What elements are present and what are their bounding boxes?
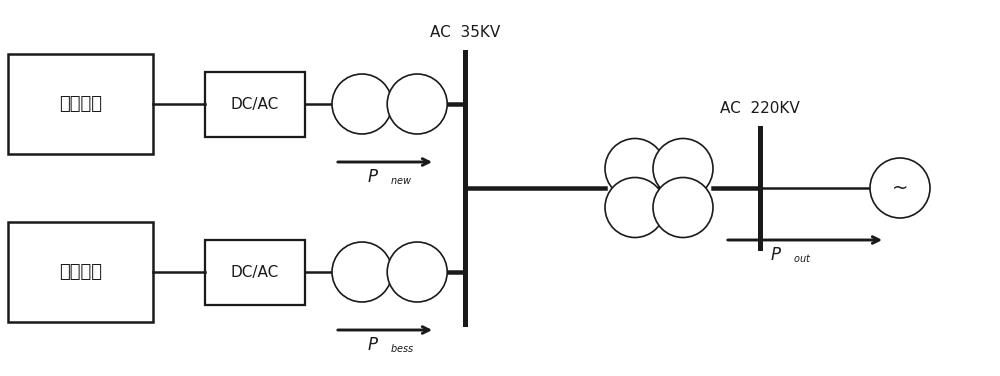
Text: 储能电站: 储能电站 — [59, 263, 102, 281]
Circle shape — [870, 158, 930, 218]
Circle shape — [605, 138, 665, 199]
Bar — [205, 71, 305, 136]
Text: AC  35KV: AC 35KV — [430, 25, 500, 40]
Text: 光伏电站: 光伏电站 — [59, 95, 102, 113]
Bar — [205, 240, 305, 305]
Circle shape — [387, 74, 447, 134]
Text: $_{bess}$: $_{bess}$ — [390, 341, 414, 355]
Bar — [8, 54, 153, 154]
Circle shape — [605, 177, 665, 238]
Text: ~: ~ — [892, 179, 908, 197]
Circle shape — [332, 242, 392, 302]
Text: $P$: $P$ — [367, 168, 379, 186]
Text: $P$: $P$ — [367, 336, 379, 354]
Circle shape — [653, 138, 713, 199]
Text: $_{out}$: $_{out}$ — [793, 251, 811, 265]
Circle shape — [332, 74, 392, 134]
Text: $_{new}$: $_{new}$ — [390, 173, 412, 187]
Circle shape — [387, 242, 447, 302]
Circle shape — [653, 177, 713, 238]
Text: AC  220KV: AC 220KV — [720, 101, 800, 116]
Bar — [8, 222, 153, 322]
Text: DC/AC: DC/AC — [231, 97, 279, 112]
Text: DC/AC: DC/AC — [231, 264, 279, 279]
Text: $P$: $P$ — [770, 246, 782, 264]
